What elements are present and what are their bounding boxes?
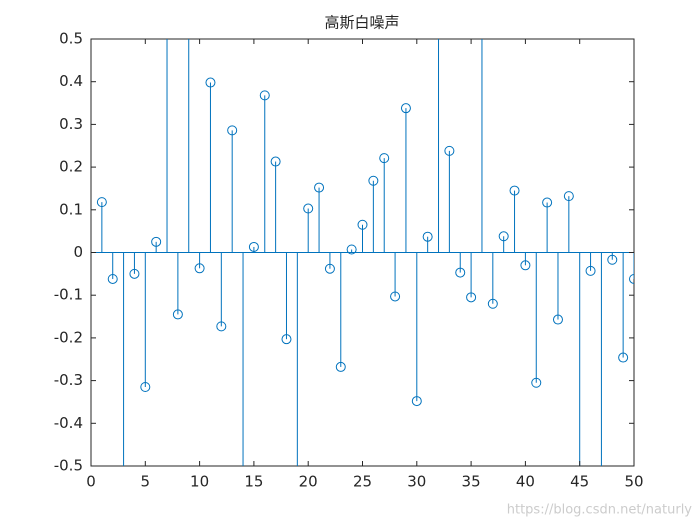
stem-marker xyxy=(184,0,193,1)
x-tick-label: 15 xyxy=(244,473,263,491)
stem-marker xyxy=(563,191,574,202)
stem-marker xyxy=(346,244,357,255)
stem-marker xyxy=(411,396,422,407)
stem-marker xyxy=(498,231,509,242)
y-tick-label: 0.3 xyxy=(59,115,83,133)
x-tick-label: 10 xyxy=(190,473,209,491)
y-tick-label: -0.5 xyxy=(54,457,83,475)
stem-marker xyxy=(552,314,563,325)
x-tick-label: 0 xyxy=(86,473,96,491)
stem-marker xyxy=(607,254,618,265)
stem-marker xyxy=(129,268,140,279)
x-tick-label: 35 xyxy=(462,473,481,491)
stem-marker xyxy=(629,273,634,284)
y-tick-label: -0.4 xyxy=(54,414,83,432)
stem-marker xyxy=(172,309,183,320)
x-tick-label: 45 xyxy=(570,473,589,491)
y-tick-label: 0.2 xyxy=(59,158,83,176)
stem-marker xyxy=(466,292,477,303)
stem-marker xyxy=(270,156,281,167)
stem-marker xyxy=(140,382,151,393)
y-tick-label: 0.1 xyxy=(59,200,83,218)
stem-marker xyxy=(239,504,248,513)
stem-marker xyxy=(379,153,390,164)
stem-marker xyxy=(434,0,443,1)
stem-marker xyxy=(303,203,314,214)
stem-marker xyxy=(281,334,292,345)
x-tick-label: 25 xyxy=(353,473,372,491)
stem-marker xyxy=(151,236,162,247)
stem-marker xyxy=(248,241,259,252)
stem-marker xyxy=(520,260,531,271)
x-tick-label: 5 xyxy=(141,473,151,491)
stem-marker xyxy=(531,377,542,388)
chart-title: 高斯白噪声 xyxy=(324,14,399,32)
stem-marker xyxy=(357,219,368,230)
stem-marker xyxy=(542,197,553,208)
stem-marker xyxy=(422,231,433,242)
y-tick-label: -0.3 xyxy=(54,371,83,389)
stem-marker xyxy=(335,361,346,372)
stem-marker xyxy=(618,352,629,363)
stem-marker xyxy=(324,263,335,274)
plot-marks xyxy=(91,0,634,513)
watermark: https://blog.csdn.net/naturly xyxy=(507,503,693,518)
stem-marker xyxy=(455,267,466,278)
y-tick-label: -0.1 xyxy=(54,286,83,304)
y-tick-label: 0 xyxy=(73,243,83,261)
stem-marker xyxy=(509,185,520,196)
stem-marker xyxy=(194,263,205,274)
stem-marker xyxy=(216,321,227,332)
y-tick-label: 0.4 xyxy=(59,72,83,90)
stem-marker xyxy=(227,125,238,136)
stem-marker xyxy=(368,175,379,186)
stem-marker xyxy=(314,182,325,193)
x-tick-label: 20 xyxy=(299,473,318,491)
y-tick-label: 0.5 xyxy=(59,30,83,48)
stem-marker xyxy=(444,145,455,156)
stem-marker xyxy=(96,197,107,208)
y-tick-label: -0.2 xyxy=(54,328,83,346)
stem-marker xyxy=(205,77,216,88)
stem-marker xyxy=(259,90,270,101)
stem-marker xyxy=(487,298,498,309)
x-tick-label: 30 xyxy=(407,473,426,491)
stem-marker xyxy=(390,291,401,302)
x-tick-label: 40 xyxy=(516,473,535,491)
x-tick-label: 50 xyxy=(624,473,643,491)
stem-marker xyxy=(585,265,596,276)
stem-marker xyxy=(163,0,172,1)
stem-marker xyxy=(107,273,118,284)
stem-marker xyxy=(400,103,411,114)
stem-marker xyxy=(119,504,128,513)
stem-marker xyxy=(477,0,486,1)
stem-marker xyxy=(293,504,302,513)
